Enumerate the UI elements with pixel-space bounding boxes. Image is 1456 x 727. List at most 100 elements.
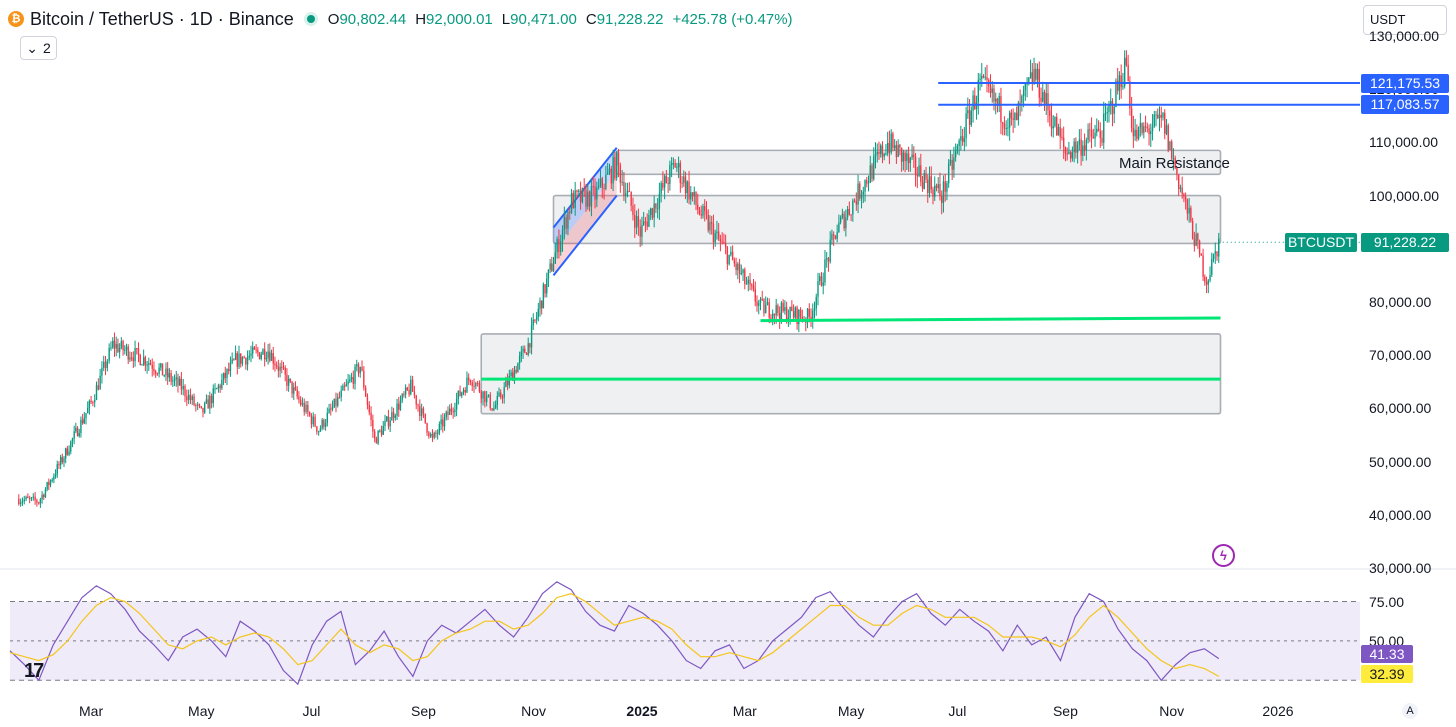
candle-body [28, 498, 31, 500]
candle-body [592, 186, 594, 188]
candle-body [337, 397, 339, 406]
candle-body [686, 181, 689, 194]
candle-body [563, 217, 566, 230]
tradingview-logo[interactable]: 17 [24, 660, 44, 682]
candle-body [549, 263, 551, 270]
candle-body [342, 385, 344, 391]
candle-body [350, 377, 353, 380]
candle-body [977, 80, 979, 103]
candle-body [759, 298, 762, 303]
candle-body [1075, 141, 1077, 153]
candle-body [1049, 110, 1051, 116]
candle-body [946, 183, 948, 192]
candle-body [379, 430, 381, 432]
candle-body [529, 343, 531, 348]
candle-body [281, 366, 283, 368]
candle-body [853, 200, 856, 202]
rsi-line [9, 581, 1220, 686]
candle-body [605, 174, 607, 190]
candle-body [36, 500, 38, 503]
candle-body [1005, 128, 1007, 130]
candle-body [890, 133, 892, 153]
price-tick: 110,000.00 [1369, 134, 1439, 151]
candle-body [464, 390, 466, 393]
candle-body [303, 402, 305, 412]
candle-body [777, 305, 779, 314]
candle-body [153, 368, 155, 372]
candle-body [71, 438, 74, 442]
candle-body [574, 190, 576, 209]
candle-body [745, 283, 748, 285]
candle-body [789, 306, 791, 318]
candle-body [228, 369, 230, 372]
candle-body [298, 396, 300, 400]
candle-body [429, 433, 432, 437]
candle-body [1113, 106, 1115, 114]
candle-body [160, 363, 162, 368]
candle-body [41, 494, 43, 500]
candle-body [1171, 141, 1173, 159]
candle-body [1033, 68, 1035, 83]
lightning-icon[interactable]: ϟ [1212, 544, 1235, 567]
candle-body [547, 269, 550, 279]
candle-body [1177, 174, 1180, 189]
candle-body [1127, 64, 1129, 82]
candle-body [330, 408, 332, 410]
candle-body [210, 395, 213, 404]
candle-body [255, 349, 257, 351]
candle-body [294, 387, 297, 390]
candle-body [1085, 140, 1088, 151]
currency-select[interactable]: USDT [1363, 5, 1447, 35]
candle-body [1155, 114, 1157, 116]
candle-body [1089, 129, 1091, 131]
candle-body [498, 392, 500, 397]
candle-body [92, 402, 94, 404]
candle-body [817, 281, 819, 297]
time-tick: Jul [302, 703, 321, 719]
candle-body [522, 348, 524, 352]
main-resistance-label: Main Resistance [1119, 155, 1230, 172]
candle-body [927, 179, 929, 193]
symbol-title[interactable]: Bitcoin / TetherUS · 1D · Binance [30, 8, 294, 29]
candle-body [196, 404, 199, 406]
candle-body [695, 191, 697, 205]
candle-body [442, 419, 444, 427]
candle-body [862, 191, 864, 195]
candle-body [839, 217, 842, 223]
candle-body [1101, 137, 1103, 143]
candle-body [122, 341, 124, 351]
candle-body [380, 430, 383, 435]
candle-body [1193, 238, 1196, 246]
candle-body [710, 222, 713, 224]
candle-body [236, 353, 239, 367]
auto-scale-button[interactable]: A [1402, 703, 1418, 719]
candle-body [761, 298, 763, 300]
indicators-collapse-button[interactable]: ⌄ 2 [20, 36, 57, 60]
candle-body [191, 396, 193, 401]
candle-body [634, 214, 636, 228]
candle-body [240, 353, 242, 364]
candle-body [316, 426, 318, 432]
candle-body [632, 205, 634, 215]
candle-body [209, 395, 211, 409]
candle-body [85, 413, 87, 419]
candle-body [512, 372, 514, 381]
candle-body [493, 408, 495, 411]
candle-body [354, 366, 356, 384]
candle-body [149, 363, 152, 365]
candle-body [391, 412, 393, 421]
candle-body [705, 211, 708, 215]
candle-body [158, 367, 160, 374]
candle-body [918, 165, 920, 177]
market-open-icon [303, 12, 318, 26]
candle-body [18, 498, 20, 505]
candle-body [656, 208, 659, 210]
candle-body [594, 186, 596, 200]
candle-body [503, 387, 505, 398]
candle-body [688, 181, 690, 200]
candle-body [238, 353, 240, 367]
candle-body [144, 357, 147, 366]
chart-header: ₿ Bitcoin / TetherUS · 1D · Binance O90,… [8, 6, 793, 32]
candle-body [960, 136, 962, 141]
